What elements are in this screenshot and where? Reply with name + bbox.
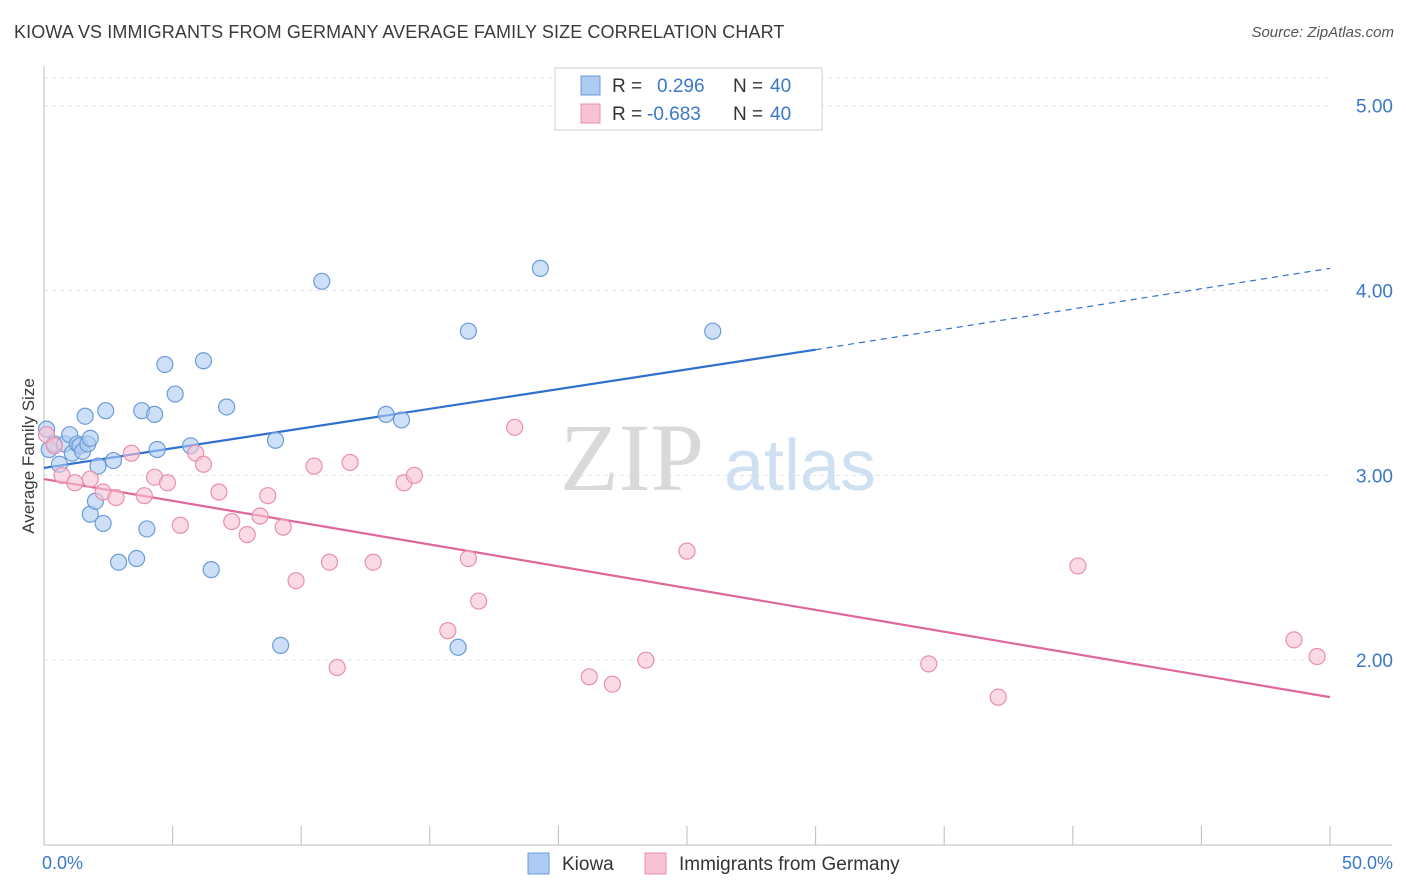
kiowa-point xyxy=(704,322,722,340)
series-legend-label-kiowa: Kiowa xyxy=(562,854,614,875)
y-tick-label: 3.00 xyxy=(1356,466,1393,487)
kiowa-point xyxy=(313,272,331,290)
y-tick-label: 4.00 xyxy=(1356,282,1393,303)
kiowa-point xyxy=(531,259,549,277)
germany-point xyxy=(459,549,477,568)
legend-r-label-2: R = xyxy=(612,104,642,125)
y-tick-label: 5.00 xyxy=(1356,97,1393,118)
germany-point xyxy=(259,487,277,505)
legend-n-value-1: 40 xyxy=(770,76,791,97)
data-points xyxy=(37,259,1326,706)
germany-point xyxy=(238,525,256,544)
legend-swatch-germany xyxy=(580,103,601,124)
germany-point xyxy=(223,512,241,531)
kiowa-point xyxy=(94,514,112,533)
germany-point xyxy=(1308,647,1326,666)
kiowa-point xyxy=(202,561,220,579)
legend-n-label-2: N = xyxy=(733,104,763,125)
chart-title: KIOWA VS IMMIGRANTS FROM GERMANY AVERAGE… xyxy=(14,22,785,42)
kiowa-point xyxy=(104,451,123,470)
germany-trend-line xyxy=(43,477,1331,699)
y-tick-labels: 2.00 3.00 4.00 5.00 xyxy=(1356,97,1393,672)
kiowa-point xyxy=(97,402,115,420)
kiowa-point xyxy=(127,549,146,568)
germany-point xyxy=(364,553,382,571)
germany-point xyxy=(405,466,423,484)
germany-point xyxy=(989,688,1007,706)
legend-r-value-1: 0.296 xyxy=(657,76,705,97)
legend-r-value-2: -0.683 xyxy=(647,104,701,125)
kiowa-point xyxy=(89,457,107,475)
germany-point xyxy=(53,466,71,484)
watermark-atlas: atlas xyxy=(724,426,876,506)
x-tick-label: 50.0% xyxy=(1342,853,1393,873)
kiowa-trend-line xyxy=(43,348,816,470)
kiowa-point xyxy=(138,520,156,538)
germany-point xyxy=(1069,557,1087,575)
germany-point xyxy=(45,437,63,455)
germany-point xyxy=(678,542,696,560)
germany-point xyxy=(135,487,153,505)
germany-point xyxy=(603,675,622,693)
x-tick-label: 0.0% xyxy=(42,853,83,873)
germany-point xyxy=(171,516,189,534)
germany-point xyxy=(107,488,125,507)
kiowa-trend-extension xyxy=(815,267,1331,351)
kiowa-point xyxy=(194,352,213,370)
germany-point xyxy=(251,507,269,525)
stats-legend: R = 0.296 N = 40 R = -0.683 N = 40 xyxy=(554,67,823,131)
watermark-zip: ZIP xyxy=(560,404,704,511)
germany-point xyxy=(1285,631,1303,649)
germany-point xyxy=(210,483,228,501)
germany-point xyxy=(439,622,457,640)
series-legend-swatch-germany xyxy=(644,852,667,875)
source-label: Source: ZipAtlas.com xyxy=(1251,24,1394,41)
legend-n-value-2: 40 xyxy=(770,104,791,125)
germany-point xyxy=(341,453,359,472)
y-axis-label: Average Family Size xyxy=(19,378,38,534)
germany-point xyxy=(470,592,488,610)
kiowa-point xyxy=(76,407,94,425)
germany-point xyxy=(328,658,346,677)
legend-r-label-1: R = xyxy=(612,76,642,97)
germany-point xyxy=(122,444,141,462)
kiowa-point xyxy=(266,431,285,449)
germany-point xyxy=(81,470,99,488)
kiowa-point xyxy=(166,385,184,403)
germany-point xyxy=(506,418,524,436)
kiowa-point xyxy=(109,553,128,571)
kiowa-point xyxy=(81,429,99,447)
y-tick-label: 2.00 xyxy=(1356,651,1393,672)
kiowa-point xyxy=(449,638,467,656)
germany-point xyxy=(287,572,305,590)
kiowa-point xyxy=(148,440,166,459)
germany-point xyxy=(158,474,177,492)
kiowa-point xyxy=(392,411,411,429)
germany-point xyxy=(194,455,213,473)
legend-n-label-1: N = xyxy=(733,76,763,97)
axes xyxy=(43,66,1392,846)
legend-swatch-kiowa xyxy=(580,75,601,96)
series-legend-swatch-kiowa xyxy=(527,852,550,875)
series-legend: Kiowa Immigrants from Germany xyxy=(527,852,900,875)
germany-point xyxy=(580,668,598,686)
germany-point xyxy=(637,651,655,669)
kiowa-point xyxy=(218,398,236,416)
kiowa-point xyxy=(156,355,174,374)
kiowa-point xyxy=(377,405,395,423)
germany-point xyxy=(920,655,938,673)
x-tick-labels: 0.0% 50.0% xyxy=(42,853,1393,873)
germany-point xyxy=(305,457,323,475)
kiowa-point xyxy=(145,405,164,423)
kiowa-point xyxy=(459,322,477,340)
kiowa-point xyxy=(272,636,290,654)
watermark: ZIP atlas xyxy=(560,404,876,511)
germany-point xyxy=(274,518,292,536)
germany-point xyxy=(66,474,84,492)
germany-point xyxy=(320,553,339,571)
series-legend-label-germany: Immigrants from Germany xyxy=(679,854,900,875)
